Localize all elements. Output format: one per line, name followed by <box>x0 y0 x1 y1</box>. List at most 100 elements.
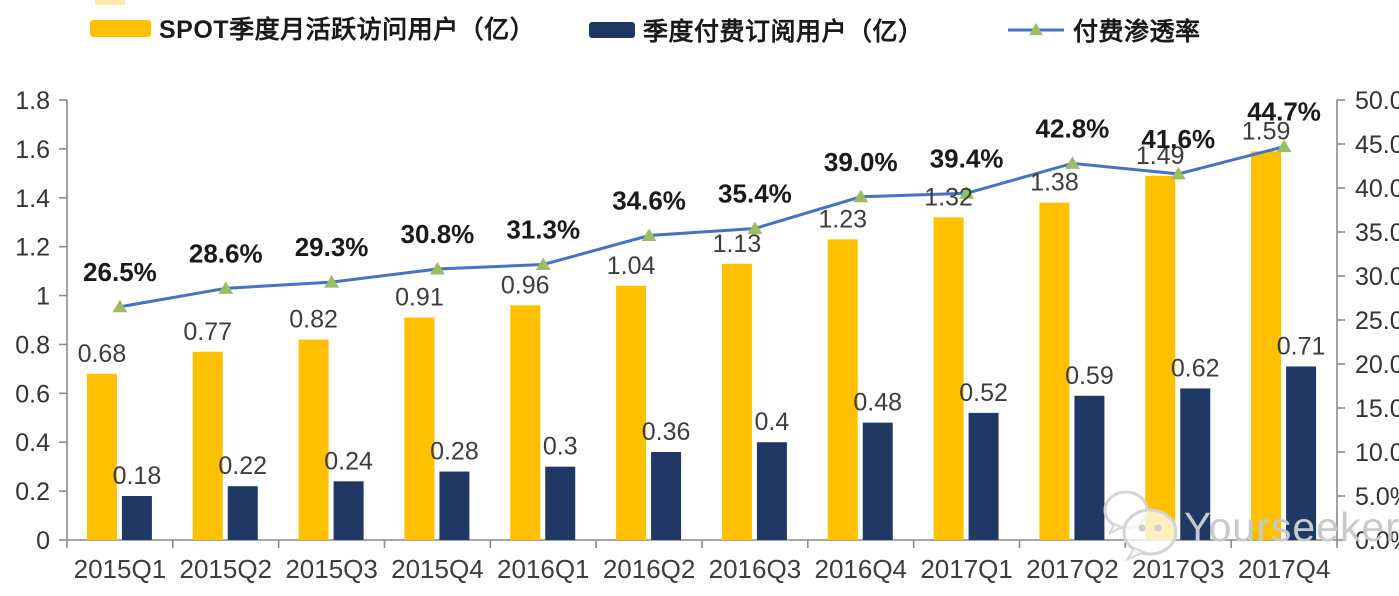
penetration-marker <box>324 275 340 288</box>
penetration-value-label: 34.6% <box>612 186 686 216</box>
x-axis-category-label: 2016Q4 <box>814 554 907 584</box>
penetration-marker <box>959 186 975 199</box>
penetration-marker <box>429 261 445 275</box>
penetration-value-label: 39.0% <box>824 147 898 177</box>
bar-mau <box>1251 151 1282 541</box>
right-axis-tick-label: 35.0% <box>1355 219 1399 247</box>
x-axis-category-label: 2016Q1 <box>497 554 590 584</box>
right-axis-tick-label: 15.0% <box>1355 395 1399 423</box>
penetration-line-swatch <box>1008 23 1064 35</box>
mau-value-label: 1.13 <box>713 230 762 258</box>
right-axis-tick-label: 40.0% <box>1355 175 1399 203</box>
subscribers-value-label: 0.52 <box>959 379 1008 407</box>
bar-mau <box>298 339 329 540</box>
bar-subscribers <box>333 481 364 540</box>
penetration-marker <box>535 257 551 271</box>
mau-value-label: 1.32 <box>924 183 973 211</box>
penetration-value-label: 39.4% <box>930 143 1004 173</box>
bar-subscribers <box>1180 388 1211 540</box>
mau-value-label: 1.38 <box>1030 169 1079 197</box>
left-axis-tick-label: 0.2 <box>15 478 50 506</box>
bar-subscribers <box>227 486 258 540</box>
x-axis-category-label: 2017Q2 <box>1026 554 1119 584</box>
right-axis-tick-label: 50.0% <box>1355 87 1399 115</box>
mau-value-label: 1.23 <box>818 205 867 233</box>
subscribers-value-label: 0.3 <box>543 433 578 461</box>
left-axis-tick-label: 0.4 <box>15 429 50 457</box>
bar-mau <box>404 317 435 540</box>
mau-value-label: 1.49 <box>1136 142 1185 170</box>
bar-mau <box>721 263 752 540</box>
left-axis-tick-label: 0 <box>36 527 50 555</box>
mau-value-label: 1.59 <box>1242 117 1291 145</box>
mau-value-label: 0.91 <box>395 284 444 312</box>
right-axis-tick-label: 0.0% <box>1355 527 1399 555</box>
legend-item-mau: SPOT季度月活跃访问用户（亿） <box>90 16 535 44</box>
mau-value-label: 0.82 <box>289 306 338 334</box>
bar-mau <box>510 305 541 540</box>
right-axis-tick-label: 10.0% <box>1355 439 1399 467</box>
penetration-value-label: 29.3% <box>295 232 369 262</box>
left-axis-tick-label: 1.8 <box>15 87 50 115</box>
penetration-value-label: 35.4% <box>718 178 792 208</box>
x-axis-category-label: 2016Q2 <box>603 554 696 584</box>
subscribers-value-label: 0.62 <box>1171 354 1220 382</box>
subscribers-bar-swatch <box>589 22 635 38</box>
bar-mau <box>827 239 858 541</box>
penetration-line <box>119 145 1285 309</box>
penetration-marker <box>641 228 657 242</box>
bar-mau <box>616 285 647 540</box>
x-axis-category-label: 2015Q3 <box>285 554 378 584</box>
x-axis-category-label: 2017Q4 <box>1238 554 1331 584</box>
right-axis-tick-label: 30.0% <box>1355 263 1399 291</box>
penetration-value-label: 31.3% <box>506 215 580 245</box>
penetration-value-label: 42.8% <box>1036 113 1110 143</box>
right-axis-tick-label: 20.0% <box>1355 351 1399 379</box>
bar-mau <box>86 373 117 540</box>
right-axis-tick-label: 5.0% <box>1355 483 1399 511</box>
bar-mau <box>933 217 964 541</box>
left-axis-tick-label: 1 <box>36 283 50 311</box>
penetration-marker <box>1064 156 1080 169</box>
penetration-value-label: 41.6% <box>1141 124 1215 154</box>
bar-subscribers <box>545 466 576 540</box>
mau-value-label: 0.96 <box>501 271 550 299</box>
penetration-value-label: 28.6% <box>189 238 263 268</box>
bar-subscribers <box>1074 395 1105 540</box>
bar-subscribers <box>1286 366 1317 540</box>
mau-value-label: 0.68 <box>78 340 127 368</box>
x-axis-category-label: 2017Q3 <box>1132 554 1225 584</box>
left-axis-tick-label: 0.8 <box>15 331 50 359</box>
penetration-value-label: 44.7% <box>1247 97 1321 127</box>
bar-subscribers <box>968 412 999 540</box>
subscribers-value-label: 0.36 <box>642 418 691 446</box>
subscribers-value-label: 0.18 <box>113 462 162 490</box>
bar-mau <box>1145 175 1176 540</box>
subscribers-value-label: 0.59 <box>1065 362 1114 390</box>
mau-value-label: 1.04 <box>607 252 656 280</box>
penetration-marker <box>747 221 763 234</box>
penetration-marker <box>853 189 869 203</box>
penetration-marker <box>1170 166 1186 180</box>
left-axis-tick-label: 1.4 <box>15 185 50 213</box>
x-axis-category-label: 2015Q4 <box>391 554 484 584</box>
penetration-value-label: 26.5% <box>83 257 157 287</box>
x-axis-category-label: 2016Q3 <box>709 554 802 584</box>
subscribers-value-label: 0.4 <box>755 408 790 436</box>
bar-subscribers <box>862 422 893 540</box>
bar-subscribers <box>756 442 787 540</box>
legend-label-mau: SPOT季度月活跃访问用户（亿） <box>159 16 536 44</box>
cropped-edge-artifact <box>95 0 125 5</box>
left-axis-tick-label: 1.2 <box>15 234 50 262</box>
x-axis-category-label: 2017Q1 <box>920 554 1013 584</box>
penetration-marker <box>112 299 128 313</box>
right-axis-tick-label: 45.0% <box>1355 131 1399 159</box>
x-axis-category-label: 2015Q2 <box>179 554 272 584</box>
bar-subscribers <box>651 452 682 540</box>
subscribers-value-label: 0.22 <box>218 452 267 480</box>
left-axis-tick-label: 1.6 <box>15 136 50 164</box>
bar-subscribers <box>121 496 152 540</box>
bar-mau <box>1039 202 1070 540</box>
